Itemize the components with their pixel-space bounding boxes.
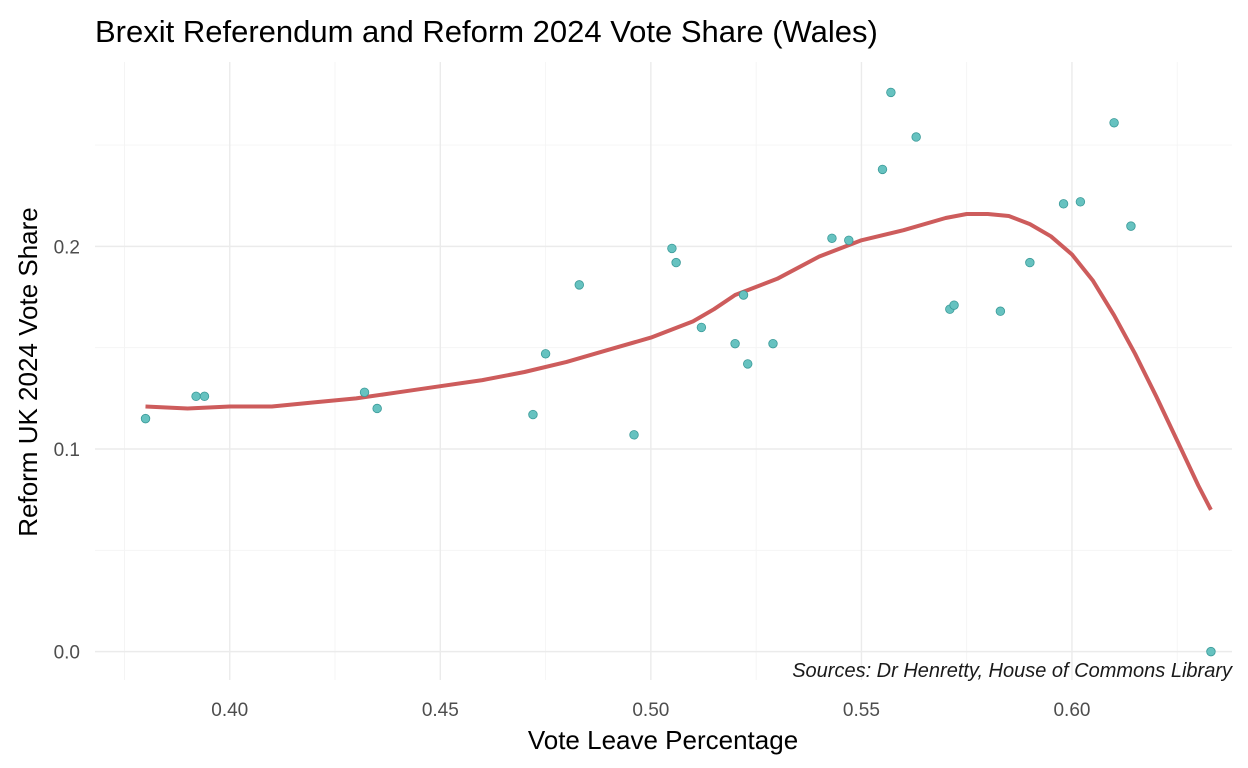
data-point [1206, 646, 1216, 657]
data-point [629, 430, 639, 440]
x-axis-ticks: 0.40 0.45 0.50 0.55 0.60 [211, 700, 1090, 721]
data-point [1075, 197, 1086, 207]
trend-line-layer [145, 212, 1213, 511]
y-tick-label: 0.1 [54, 440, 80, 461]
y-tick-label: 0.0 [54, 643, 80, 664]
data-point [574, 280, 584, 290]
data-point [671, 257, 681, 268]
data-point [1126, 221, 1136, 231]
data-point [743, 359, 753, 369]
y-tick-label: 0.2 [54, 237, 80, 258]
data-point [949, 300, 959, 310]
data-point [738, 290, 749, 300]
data-point [1109, 118, 1119, 128]
y-axis-title: Reform UK 2024 Vote Share [13, 207, 43, 537]
data-point [1025, 257, 1035, 268]
data-point [995, 306, 1006, 316]
data-point [528, 409, 538, 420]
data-point [140, 413, 151, 424]
data-point [911, 132, 921, 142]
data-point [199, 391, 210, 402]
data-point [768, 338, 778, 349]
data-point [877, 164, 888, 175]
x-tick-label: 0.60 [1053, 700, 1090, 721]
x-tick-label: 0.45 [422, 700, 459, 721]
data-point [844, 235, 854, 246]
chart-caption: Sources: Dr Henretty, House of Commons L… [792, 660, 1233, 682]
data-point [359, 387, 370, 397]
data-point [827, 233, 837, 243]
data-point [730, 338, 740, 349]
data-point [696, 322, 707, 333]
trend-line [145, 212, 1213, 511]
x-axis-title: Vote Leave Percentage [528, 725, 798, 755]
grid [95, 62, 1232, 680]
points-layer [140, 87, 1216, 657]
chart-title: Brexit Referendum and Reform 2024 Vote S… [95, 14, 878, 49]
y-axis-ticks: 0.0 0.1 0.2 [54, 237, 80, 663]
data-point [886, 87, 896, 98]
data-point [540, 349, 551, 359]
x-tick-label: 0.40 [211, 700, 248, 721]
data-point [667, 243, 677, 254]
data-point [1058, 199, 1069, 209]
x-tick-label: 0.55 [843, 700, 880, 721]
data-point [191, 391, 201, 402]
data-point [372, 403, 382, 414]
x-tick-label: 0.50 [632, 700, 669, 721]
